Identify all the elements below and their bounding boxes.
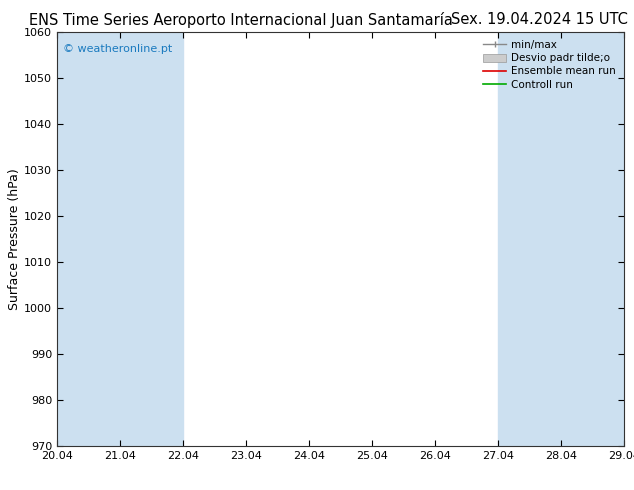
Text: ENS Time Series Aeroporto Internacional Juan Santamaría: ENS Time Series Aeroporto Internacional … bbox=[29, 12, 453, 28]
Text: Sex. 19.04.2024 15 UTC: Sex. 19.04.2024 15 UTC bbox=[451, 12, 628, 27]
Bar bbox=[498, 32, 624, 446]
Legend: min/max, Desvio padr tilde;o, Ensemble mean run, Controll run: min/max, Desvio padr tilde;o, Ensemble m… bbox=[480, 37, 619, 93]
Text: © weatheronline.pt: © weatheronline.pt bbox=[63, 44, 172, 54]
Bar bbox=[57, 32, 183, 446]
Y-axis label: Surface Pressure (hPa): Surface Pressure (hPa) bbox=[8, 168, 22, 310]
